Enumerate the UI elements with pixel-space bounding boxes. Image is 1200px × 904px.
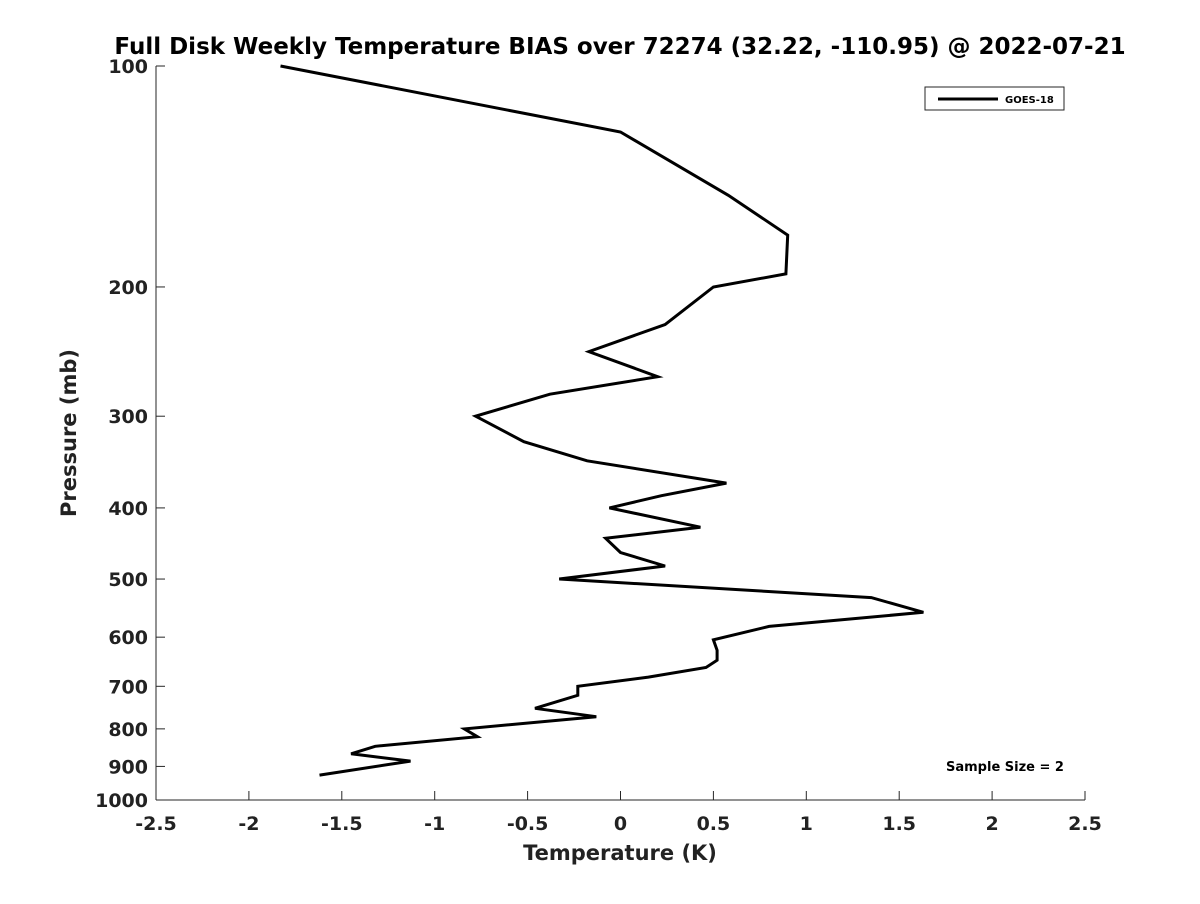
y-tick-label: 900 [108,756,148,778]
y-tick-label: 400 [108,498,148,520]
x-tick-label: -1 [424,813,445,835]
x-tick-label: 2.5 [1068,813,1102,835]
y-tick-label: 800 [108,719,148,741]
x-ticks: -2.5 -2 -1.5 -1 -0.5 0 0.5 1 1.5 2 2.5 [135,791,1102,835]
chart-title: Full Disk Weekly Temperature BIAS over 7… [114,34,1125,60]
x-tick-label: 0 [614,813,627,835]
y-tick-label: 200 [108,277,148,299]
legend: GOES-18 [924,86,1065,111]
x-tick-label: 2 [985,813,998,835]
y-ticks: 100 200 300 400 500 600 700 800 900 1000 [95,56,165,812]
sample-size-annotation: Sample Size = 2 [946,760,1064,775]
x-tick-label: -2.5 [135,813,177,835]
series-line-goes-18 [280,64,924,777]
series-group [280,64,924,777]
y-axis-label: Pressure (mb) [57,349,81,517]
y-tick-label: 600 [108,627,148,649]
x-tick-label: 1.5 [882,813,916,835]
x-tick-label: -1.5 [321,813,363,835]
x-tick-label: -0.5 [507,813,549,835]
y-tick-label: 500 [108,569,148,591]
x-tick-label: -2 [238,813,259,835]
y-tick-label: 1000 [95,790,148,812]
legend-label: GOES-18 [1005,95,1054,106]
x-tick-label: 1 [800,813,813,835]
y-tick-label: 300 [108,406,148,428]
y-tick-label: 700 [108,676,148,698]
x-axis-label: Temperature (K) [523,841,717,865]
x-tick-label: 0.5 [697,813,731,835]
y-tick-label: 100 [108,56,148,78]
